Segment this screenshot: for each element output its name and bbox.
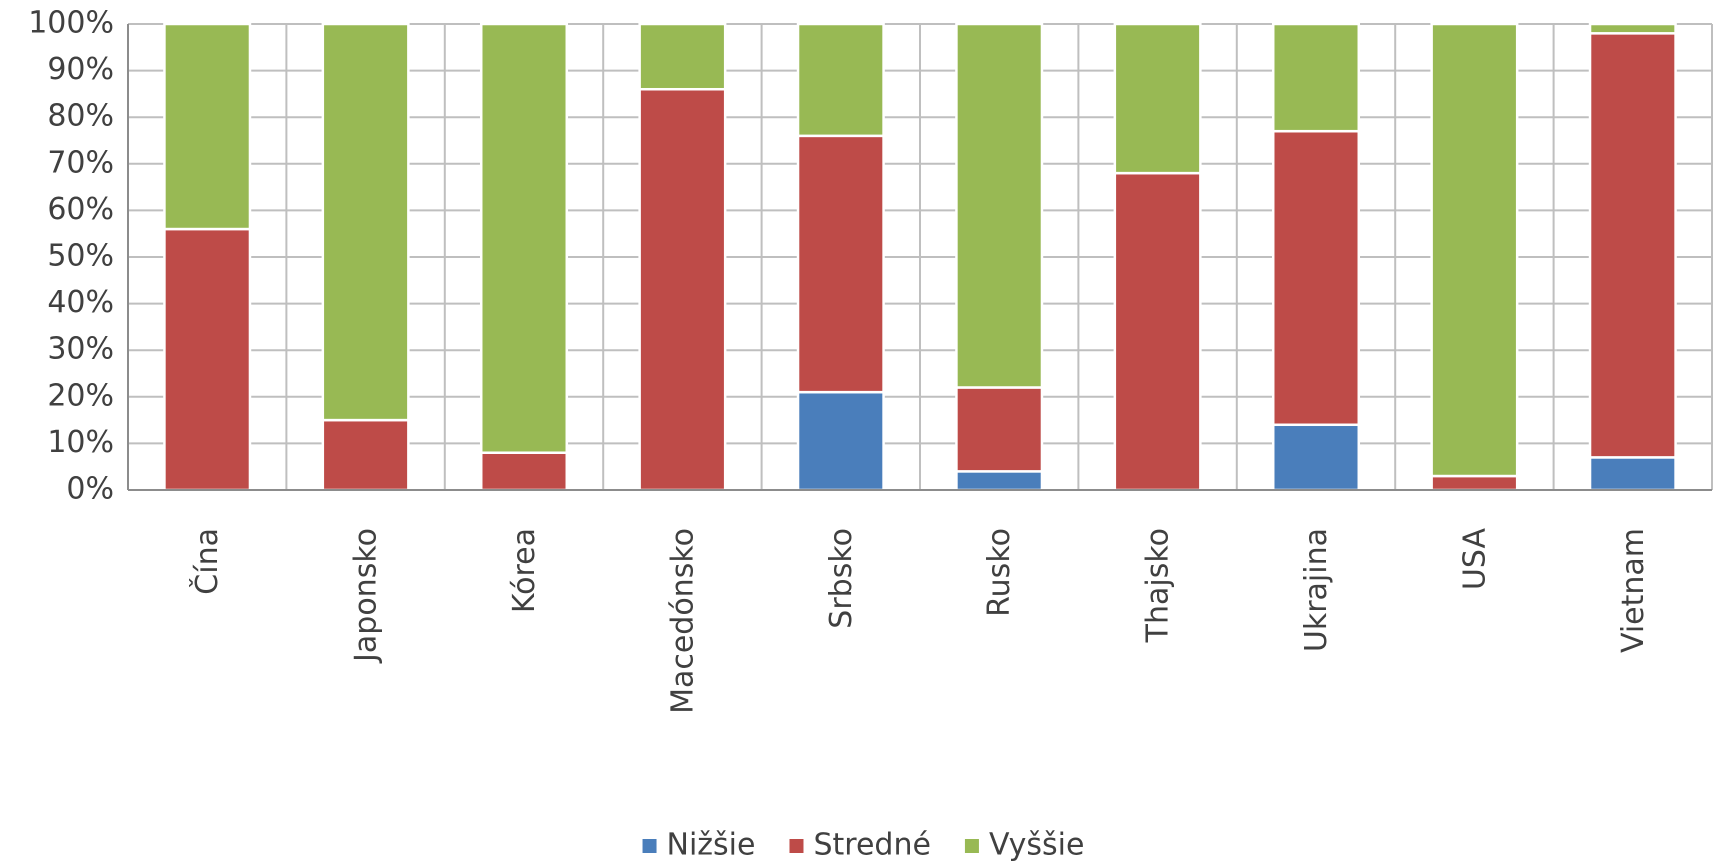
y-tick-label: 80% [47,99,114,134]
y-tick-label: 20% [47,378,114,413]
x-category-label: Macedónsko [665,528,700,714]
x-category-label: Srbsko [824,528,859,629]
y-tick-label: 70% [47,145,114,180]
legend-swatch [789,839,804,853]
bar-segment [163,227,252,492]
y-tick-label: 30% [47,332,114,367]
bar-segment [1430,474,1519,492]
x-category-label: Rusko [982,528,1017,617]
axes [127,24,1712,491]
bar-segment [1113,22,1202,175]
x-category-label: Japonsko [349,528,384,664]
bars [163,22,1677,492]
y-tick-label: 10% [47,425,114,460]
x-category-label: Ukrajina [1299,528,1334,652]
bar-segment [1271,129,1361,427]
bar-segment [479,451,569,492]
y-tick-label: 60% [47,192,114,227]
bar-segment [955,386,1044,473]
y-tick-label: 100% [28,6,114,41]
x-category-label: Thajsko [1141,528,1176,643]
x-axis-category-labels: Čína Japonsko Kórea Macedónsko Srbsko Rusko Th… [188,528,1651,714]
bar-segment [796,22,885,138]
legend-label: Stredné [813,828,930,863]
y-tick-label: 40% [47,285,114,320]
y-tick-label: 50% [47,239,114,274]
bar-segment [1430,22,1519,478]
bar-segment [638,87,727,492]
bar-segment [1271,423,1361,492]
bar-segment [796,390,885,492]
legend: Nižšie Stredné Vyššie [642,828,1085,863]
bar-segment [955,22,1044,389]
bar-segment [1113,171,1202,492]
legend-swatch [642,839,657,853]
bar-segment [1588,456,1677,492]
y-tick-label: 0% [66,472,114,507]
bar-segment [1271,22,1361,133]
y-tick-label: 90% [47,52,114,87]
bar-segment [955,470,1044,492]
bar-segment [163,22,252,231]
legend-swatch [964,839,979,853]
x-category-label: Vietnam [1616,528,1651,653]
x-category-label: USA [1457,528,1492,591]
x-category-label: Kórea [507,528,542,613]
bar-segment [796,134,885,394]
bar-segment [321,418,410,492]
bar-segment [321,22,410,422]
bar-segment [638,22,727,91]
legend-label: Vyššie [989,828,1085,863]
y-axis-tick-labels: 0% 10% 20% 30% 40% 50% 60% 70% 80% 90% 100% [28,6,114,507]
bar-segment [1588,22,1677,35]
x-category-label: Čína [188,528,225,595]
bar-segment [479,22,569,454]
legend-label: Nižšie [667,828,756,863]
bar-segment [1588,32,1677,459]
